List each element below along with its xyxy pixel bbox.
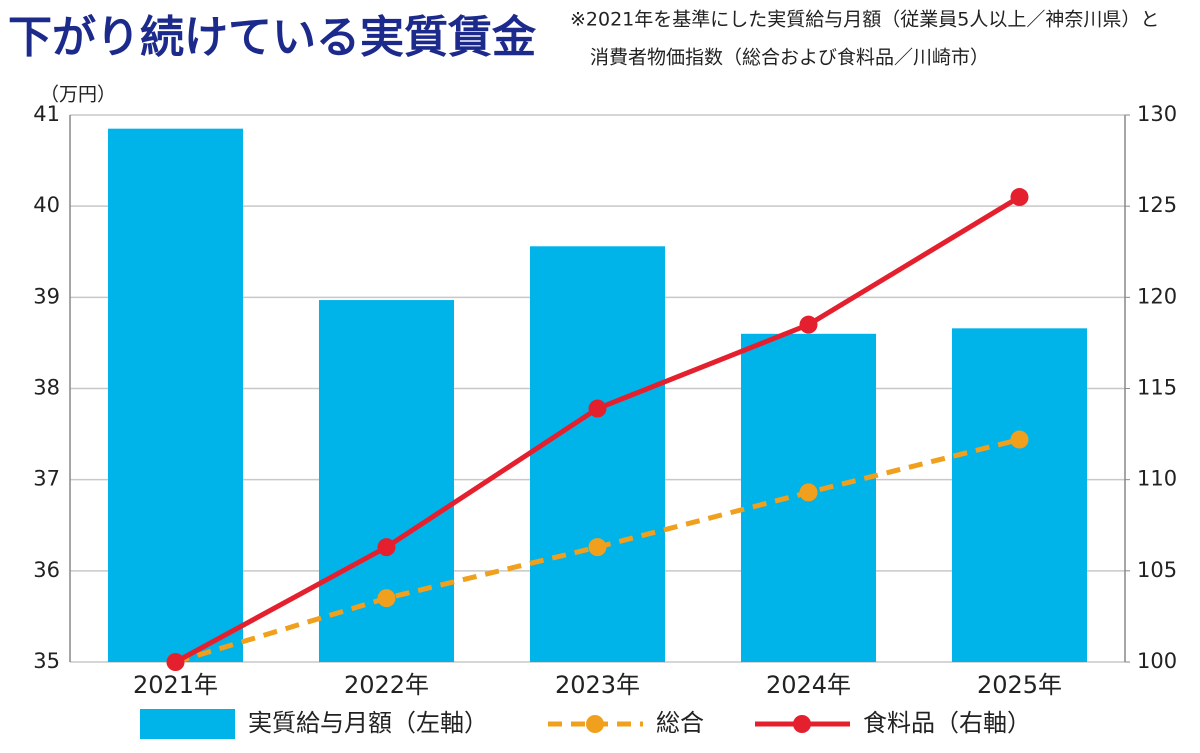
point (799, 483, 818, 502)
y-tick-label: 41 (33, 102, 60, 126)
y2-tick-label: 130 (1137, 102, 1177, 126)
y2-tick-label: 125 (1137, 193, 1177, 217)
point (166, 653, 185, 671)
point (377, 538, 396, 557)
y-tick-label: 40 (33, 193, 60, 217)
y2-tick-label: 105 (1137, 558, 1177, 582)
y2-tick-label: 100 (1137, 649, 1177, 673)
x-tick-label: 2024年 (766, 671, 851, 699)
legend-label: 食料品（右軸） (863, 709, 1031, 737)
point (1010, 430, 1029, 449)
x-tick-label: 2021年 (133, 671, 218, 699)
bar (107, 128, 244, 663)
y-tick-label: 37 (33, 467, 60, 491)
legend-marker (586, 715, 604, 733)
x-tick-label: 2022年 (344, 671, 429, 699)
legend-label: 総合 (656, 709, 704, 737)
chart-note: 消費者物価指数（総合および食料品／川崎市） (590, 47, 989, 69)
legend-swatch (140, 709, 235, 739)
y-tick-label: 35 (33, 649, 60, 673)
legend-label: 実質給与月額（左軸） (248, 709, 488, 737)
point (588, 399, 607, 418)
y-tick-label: 39 (33, 284, 60, 308)
y2-tick-label: 110 (1137, 467, 1177, 491)
legend-marker (793, 715, 811, 733)
y-axis-label: （万円） (40, 84, 116, 106)
bar (951, 328, 1088, 662)
y2-tick-label: 115 (1137, 376, 1177, 400)
bar (318, 300, 455, 662)
y-tick-label: 36 (33, 558, 60, 582)
y-tick-label: 38 (33, 376, 60, 400)
point (1010, 188, 1029, 207)
chart-title: 下がり続けている実質賃金 (8, 12, 537, 63)
y2-tick-label: 120 (1137, 284, 1177, 308)
bar (529, 246, 666, 662)
chart-note: ※2021年を基準にした実質給与月額（従業員5人以上／神奈川県）と (570, 9, 1159, 31)
point (799, 315, 818, 334)
x-tick-label: 2025年 (977, 671, 1062, 699)
point (588, 538, 607, 557)
x-tick-label: 2023年 (555, 671, 640, 699)
point (377, 589, 396, 608)
